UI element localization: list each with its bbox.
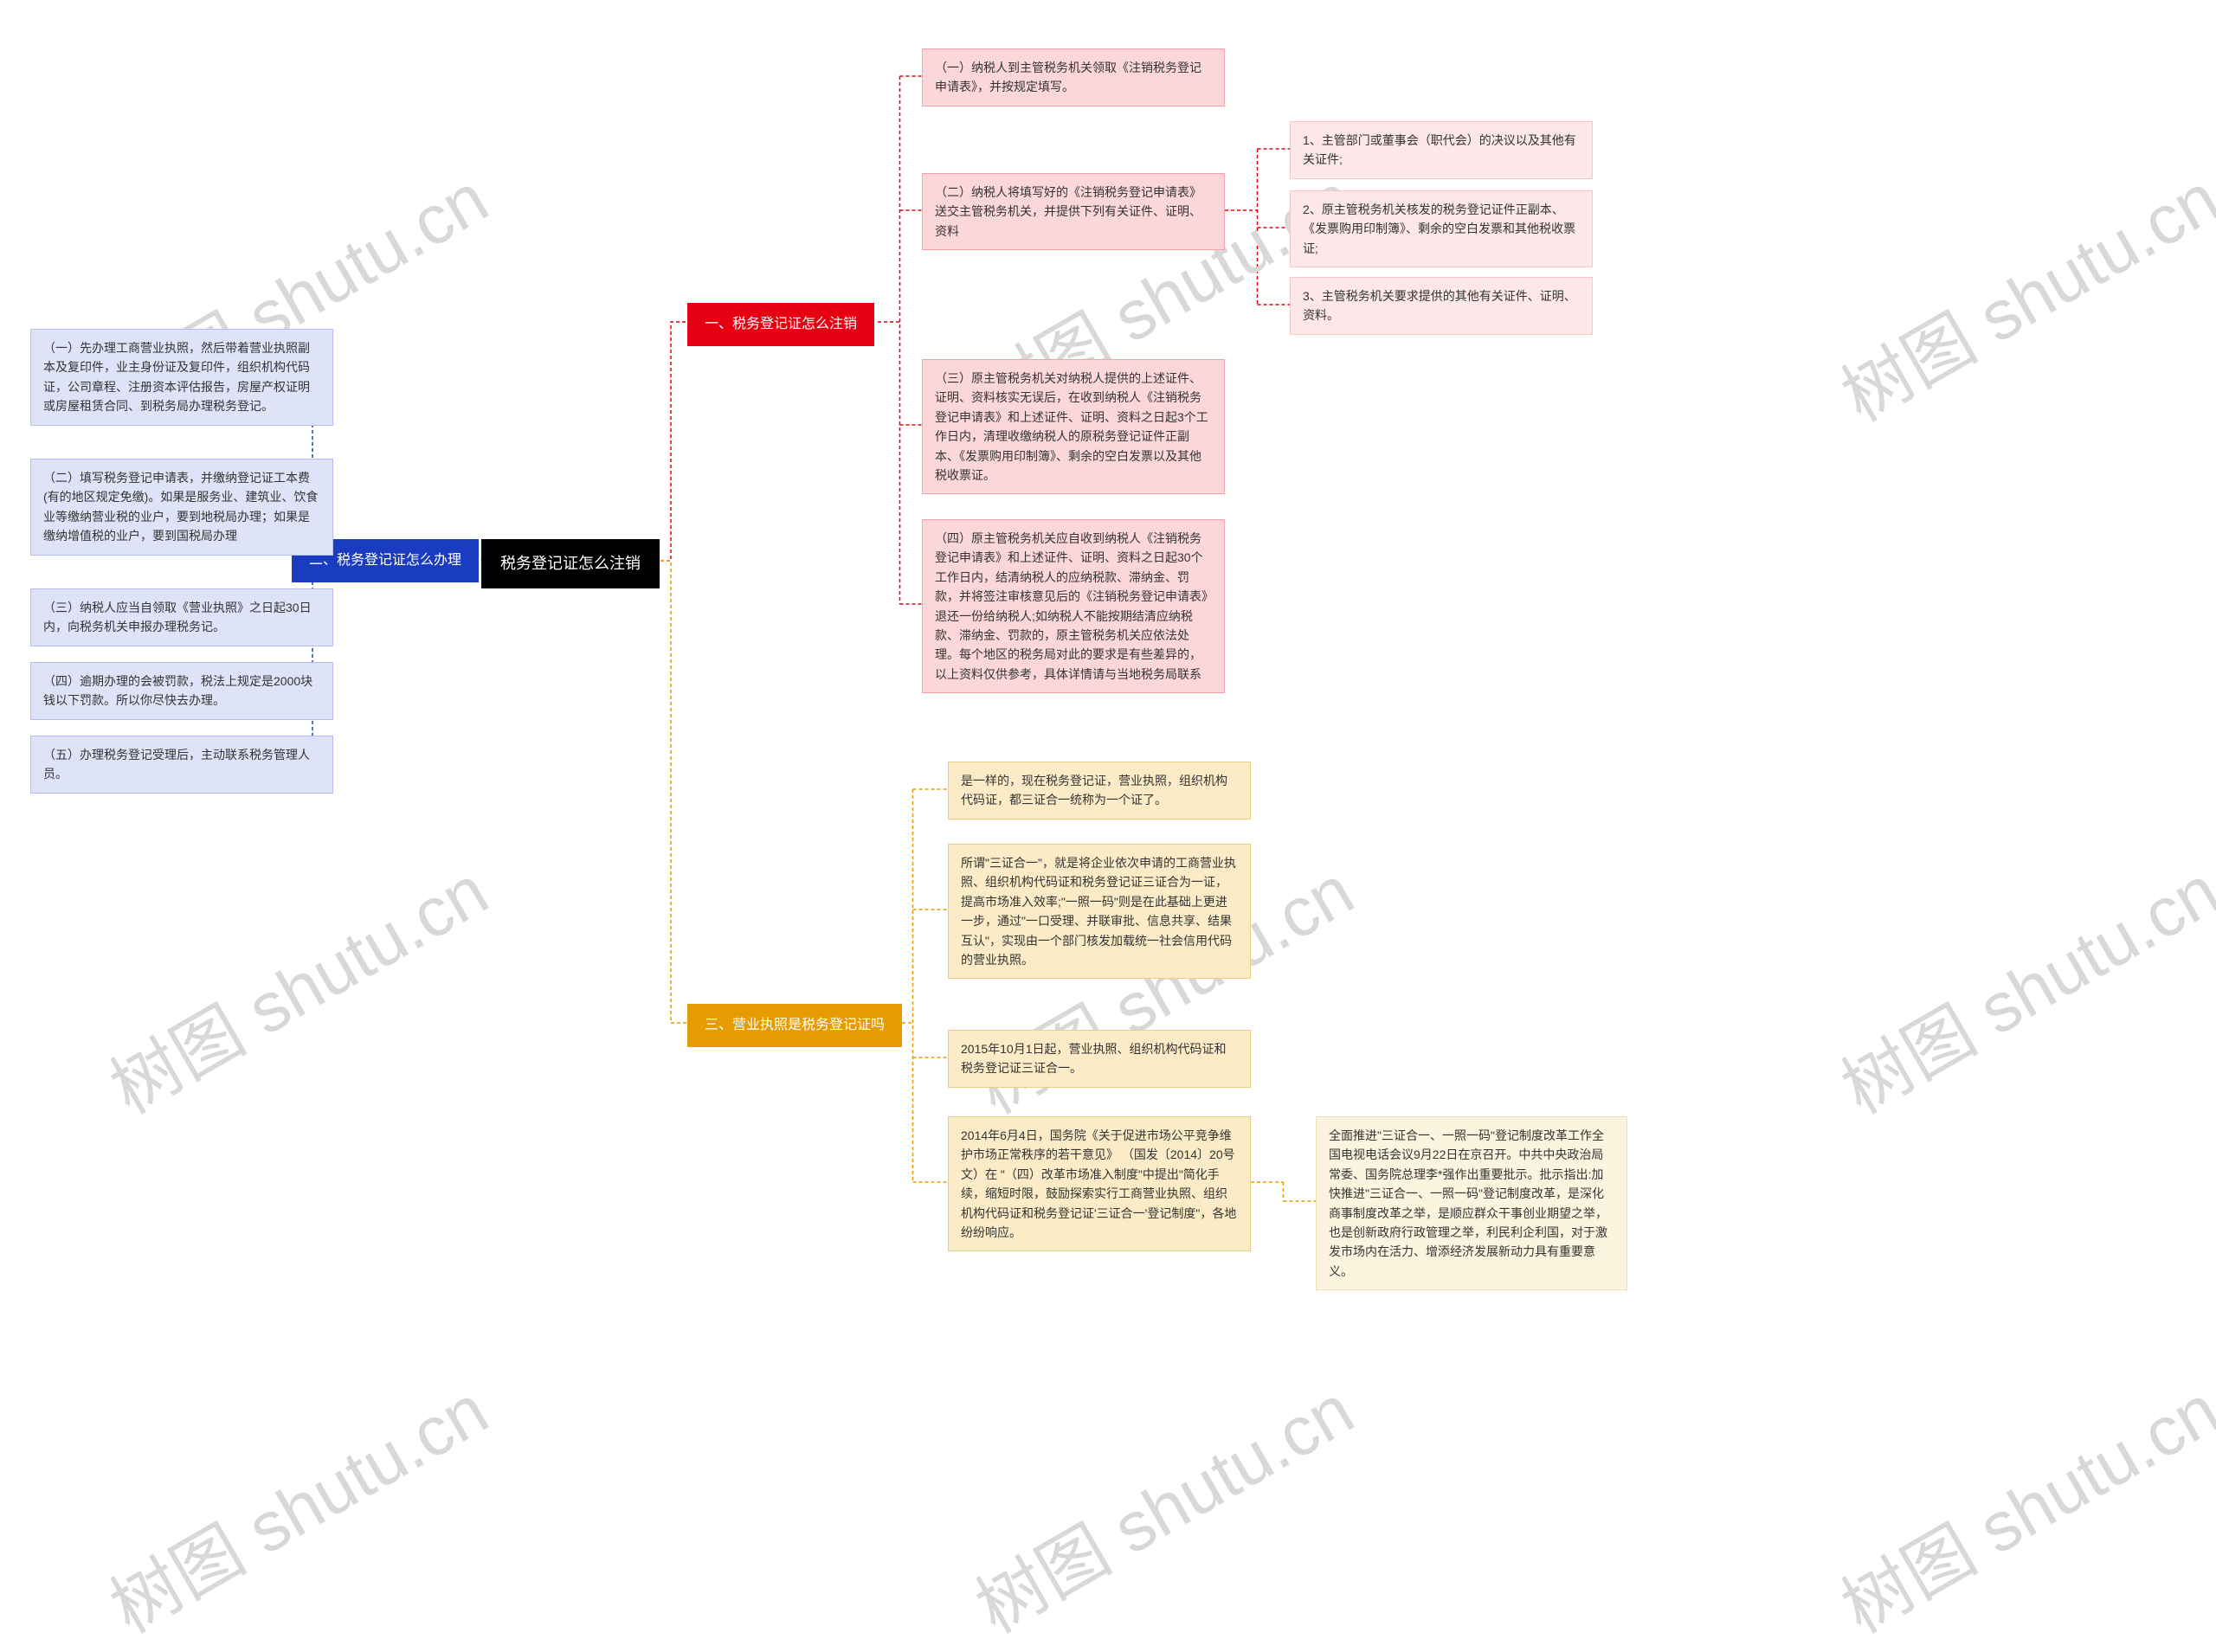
leaf-node: （四）原主管税务机关应自收到纳税人《注销税务登记申请表》和上述证件、证明、资料之…: [922, 519, 1225, 693]
leaf-node: 是一样的，现在税务登记证，营业执照，组织机构代码证，都三证合一统称为一个证了。: [948, 762, 1251, 820]
leaf-node: 所谓"三证合一"，就是将企业依次申请的工商营业执照、组织机构代码证和税务登记证三…: [948, 844, 1251, 979]
leaf-node: （一）先办理工商营业执照，然后带着营业执照副本及复印件，业主身份证及复印件，组织…: [30, 329, 333, 426]
leaf-node: 2、原主管税务机关核发的税务登记证件正副本、《发票购用印制簿》、剩余的空白发票和…: [1290, 190, 1593, 267]
watermark: 树图 shutu.cn: [955, 1356, 1369, 1652]
branch-node-b1: 一、税务登记证怎么注销: [687, 303, 874, 346]
leaf-node: 3、主管税务机关要求提供的其他有关证件、证明、资料。: [1290, 277, 1593, 335]
leaf-node: 2015年10月1日起，营业执照、组织机构代码证和税务登记证三证合一。: [948, 1030, 1251, 1088]
leaf-node: 2014年6月4日，国务院《关于促进市场公平竞争维护市场正常秩序的若干意见》 （…: [948, 1116, 1251, 1251]
leaf-node: 1、主管部门或董事会（职代会）的决议以及其他有关证件;: [1290, 121, 1593, 179]
watermark: 树图 shutu.cn: [1820, 1356, 2216, 1652]
leaf-node: （五）办理税务登记受理后，主动联系税务管理人员。: [30, 736, 333, 794]
leaf-node: （一）纳税人到主管税务机关领取《注销税务登记申请表》，并按规定填写。: [922, 48, 1225, 106]
leaf-node: （三）原主管税务机关对纳税人提供的上述证件、证明、资料核实无误后，在收到纳税人《…: [922, 359, 1225, 494]
leaf-node: （二）填写税务登记申请表，并缴纳登记证工本费(有的地区规定免缴)。如果是服务业、…: [30, 459, 333, 556]
leaf-node: 全面推进"三证合一、一照一码"登记制度改革工作全国电视电话会议9月22日在京召开…: [1316, 1116, 1627, 1290]
leaf-node: （四）逾期办理的会被罚款，税法上规定是2000块钱以下罚款。所以你尽快去办理。: [30, 662, 333, 720]
watermark: 树图 shutu.cn: [1820, 145, 2216, 441]
leaf-node: （二）纳税人将填写好的《注销税务登记申请表》送交主管税务机关，并提供下列有关证件…: [922, 173, 1225, 250]
watermark: 树图 shutu.cn: [89, 837, 503, 1134]
center-node: 税务登记证怎么注销: [481, 539, 660, 588]
watermark: 树图 shutu.cn: [89, 1356, 503, 1652]
watermark: 树图 shutu.cn: [1820, 837, 2216, 1134]
leaf-node: （三）纳税人应当自领取《营业执照》之日起30日内，向税务机关申报办理税务记。: [30, 588, 333, 646]
branch-node-b3: 三、营业执照是税务登记证吗: [687, 1004, 902, 1047]
